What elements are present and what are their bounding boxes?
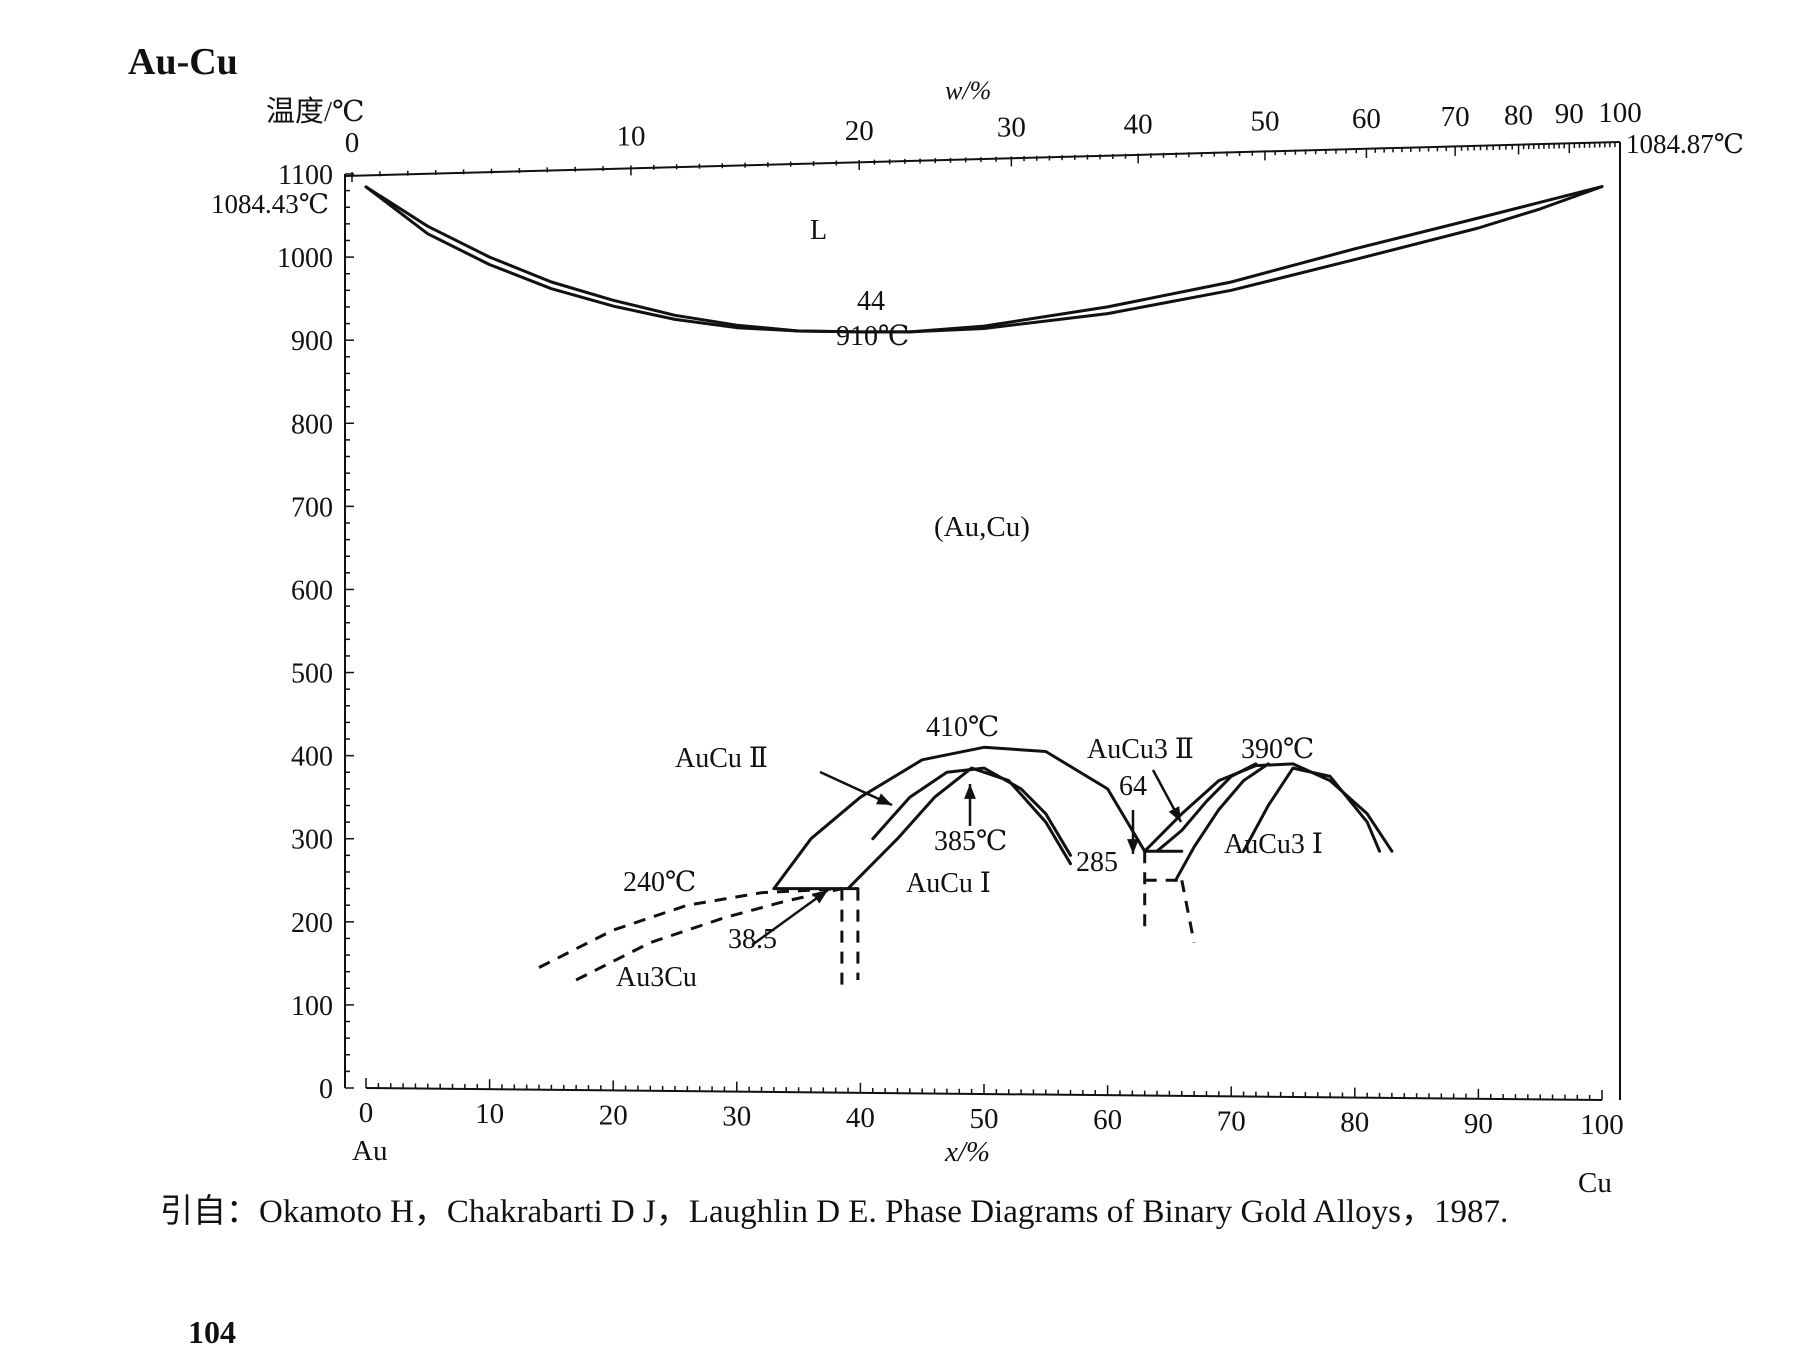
top-x-tick-label: 30 <box>997 111 1026 143</box>
y-tick-label: 1100 <box>278 160 333 191</box>
series-line-2 <box>364 185 1604 334</box>
phase-labels: 1084.43℃ 1084.87℃ L (Au,Cu) 44 910℃ AuCu Ⅱ 410℃… <box>211 129 1744 993</box>
series-line-3 <box>772 745 1147 891</box>
aucu-i-arrow-head <box>964 784 976 799</box>
aucu3-ii-label: AuCu3 Ⅱ <box>1087 734 1194 765</box>
bottom-x-tick-label: 0 <box>359 1097 374 1129</box>
bottom-x-tick-label: 30 <box>722 1101 751 1133</box>
bottom-x-tick-label: 20 <box>599 1099 628 1131</box>
dashed-boundaries <box>840 851 1196 989</box>
top-x-tick-label: 20 <box>845 115 874 147</box>
y-tick-label: 200 <box>291 908 333 939</box>
bottom-x-tick-label: 80 <box>1340 1107 1369 1139</box>
bottom-x-tick-label: 40 <box>846 1102 875 1134</box>
bottom-left-element-label: Au <box>352 1135 387 1167</box>
aucu-i-label: AuCu Ⅰ <box>906 868 991 899</box>
top-x-tick-label: 80 <box>1504 99 1533 131</box>
bottom-x-tick-label: 90 <box>1464 1108 1493 1140</box>
top-x-tick-label: 50 <box>1250 105 1279 137</box>
aucu-ii-arrow-head <box>876 793 892 805</box>
top-x-tick-label: 0 <box>345 127 360 159</box>
au3cu-comp-label: 38.5 <box>728 924 777 955</box>
aucu3-comp-label: 64 <box>1119 771 1147 802</box>
aucu3-ii-arrow-head <box>1168 806 1181 822</box>
y-tick-label: 900 <box>291 326 333 357</box>
annotation-arrows <box>751 769 1183 947</box>
y-tick-label: 0 <box>319 1074 333 1105</box>
y-tick-label: 600 <box>291 575 333 606</box>
bottom-x-tick-label: 70 <box>1217 1105 1246 1137</box>
aucu3-max-label: 390℃ <box>1241 734 1314 765</box>
bottom-right-element-label: Cu <box>1578 1167 1612 1199</box>
y-tick-label: 800 <box>291 409 333 440</box>
solid-solution-label: (Au,Cu) <box>934 511 1030 543</box>
y-axis-label: 温度/℃ <box>266 95 365 128</box>
aucu3-arrow-head <box>1127 839 1139 854</box>
aucu3-i-label: AuCu3 Ⅰ <box>1224 829 1323 860</box>
bottom-x-tick-label: 60 <box>1093 1104 1122 1136</box>
minimum-temperature-label: 910℃ <box>836 321 909 352</box>
y-tick-label: 100 <box>291 991 333 1022</box>
y-tick-label: 300 <box>291 825 333 856</box>
top-x-tick-label: 10 <box>616 120 645 152</box>
liquid-phase-label: L <box>810 215 827 246</box>
phase-curves <box>364 185 1604 982</box>
series-line-11 <box>1174 762 1270 882</box>
series-line-10 <box>1155 762 1258 853</box>
aucu-ii-max-label: 410℃ <box>926 712 999 743</box>
au3cu-arrow <box>751 888 829 947</box>
y-tick-label: 400 <box>291 742 333 773</box>
au-melting-point-label: 1084.43℃ <box>211 189 329 219</box>
cu-melting-point-label: 1084.87℃ <box>1626 129 1744 159</box>
bottom-x-tick-label: 50 <box>970 1103 999 1135</box>
series-line-5 <box>871 766 1072 857</box>
aucu-ii-label: AuCu Ⅱ <box>675 743 768 774</box>
au3cu-label: Au3Cu <box>616 962 697 993</box>
top-x-axis-line <box>344 141 1621 177</box>
top-x-tick-label: 40 <box>1124 108 1153 140</box>
bottom-x-tick-label: 100 <box>1580 1109 1624 1141</box>
top-x-tick-label: 60 <box>1352 103 1381 135</box>
page-number: 104 <box>188 1314 236 1346</box>
y-tick-label: 1000 <box>277 243 333 274</box>
bottom-x-axis-label: x/% <box>944 1136 990 1168</box>
citation-text: 引自：Okamoto H，Chakrabarti D J，Laughlin D … <box>160 1193 1508 1230</box>
eutectoid-label: 285 <box>1076 847 1118 878</box>
dashed-boundary-4 <box>1180 880 1196 943</box>
aucu-i-max-label: 385℃ <box>934 826 1007 857</box>
top-x-tick-label: 100 <box>1598 97 1642 129</box>
bottom-x-tick-label: 10 <box>475 1098 504 1130</box>
top-x-tick-label: 70 <box>1441 101 1470 133</box>
top-x-tick-label: 90 <box>1555 98 1584 130</box>
series-line-8 <box>1143 762 1394 853</box>
y-tick-label: 500 <box>291 659 333 690</box>
y-tick-label: 700 <box>291 492 333 523</box>
au3cu-arrow-head <box>812 890 828 904</box>
series-line-6 <box>538 887 842 969</box>
au3cu-max-label: 240℃ <box>623 867 696 898</box>
top-x-axis-label: w/% <box>945 76 991 105</box>
series-line-9 <box>1242 766 1381 853</box>
figure-title: Au-Cu <box>128 41 238 83</box>
minimum-composition-label: 44 <box>857 286 885 317</box>
